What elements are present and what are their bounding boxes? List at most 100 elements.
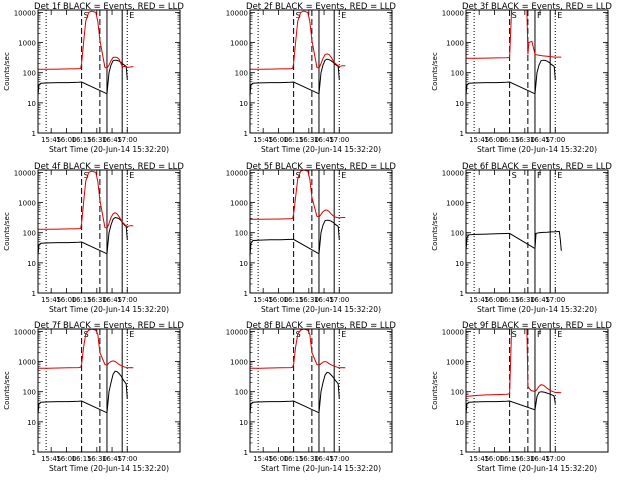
x-tick-label: 16:30 bbox=[87, 296, 107, 304]
marker-label: F bbox=[537, 330, 542, 339]
y-tick-label: 100 bbox=[23, 389, 36, 397]
y-axis-label: Counts/sec bbox=[3, 52, 11, 91]
chart-panel-1: Det 1f BLACK = Events, RED = LLD Counts/s… bbox=[3, 2, 184, 154]
chart-panel-8: Det 8f BLACK = Events, RED = LLD Start Ti… bbox=[226, 321, 397, 473]
x-tick-label: 17:00 bbox=[117, 136, 137, 144]
plot-frame bbox=[249, 9, 393, 134]
x-tick-label: 15:45 bbox=[253, 455, 273, 463]
x-tick-label: 16:30 bbox=[515, 296, 535, 304]
x-axis-label: Start Time (20-Jun-14 15:32:20) bbox=[49, 145, 169, 154]
chart-title: Det 7f BLACK = Events, RED = LLD bbox=[34, 321, 184, 331]
x-tick-label: 16:15 bbox=[284, 296, 304, 304]
x-tick-label: 16:00 bbox=[268, 136, 288, 144]
marker-label: S bbox=[84, 11, 89, 20]
lld-series-line bbox=[38, 170, 134, 230]
x-tick-label: 16:45 bbox=[102, 296, 122, 304]
x-tick-label: 16:15 bbox=[72, 136, 92, 144]
y-tick-label: 100 bbox=[235, 230, 248, 238]
x-tick-label: 16:00 bbox=[56, 136, 76, 144]
y-axis-label: Counts/sec bbox=[431, 371, 439, 410]
y-tick-label: 100 bbox=[235, 389, 248, 397]
lld-series-line bbox=[466, 10, 562, 59]
x-tick-label: 15:45 bbox=[253, 296, 273, 304]
events-series-line bbox=[250, 219, 340, 256]
chart-title: Det 2f BLACK = Events, RED = LLD bbox=[246, 2, 396, 12]
y-tick-label: 10 bbox=[27, 100, 36, 108]
marker-label: S bbox=[84, 171, 89, 180]
chart-panel-3: Det 3f BLACK = Events, RED = LLD Counts/s… bbox=[431, 2, 612, 154]
marker-label: E bbox=[557, 171, 562, 180]
y-axis-label: Counts/sec bbox=[3, 212, 11, 251]
x-tick-label: 16:15 bbox=[500, 455, 520, 463]
chart-title: Det 6f BLACK = Events, RED = LLD bbox=[462, 162, 612, 172]
y-tick-label: 100 bbox=[451, 230, 464, 238]
plot-frame bbox=[465, 9, 609, 134]
y-tick-label: 10 bbox=[455, 260, 464, 268]
series-group bbox=[466, 329, 562, 415]
chart-panel-5: Det 5f BLACK = Events, RED = LLD Start Ti… bbox=[226, 162, 397, 314]
lld-series-line bbox=[466, 329, 562, 397]
marker-label: E bbox=[341, 11, 346, 20]
x-tick-label: 17:00 bbox=[545, 296, 565, 304]
marker-label: E bbox=[129, 171, 134, 180]
x-tick-label: 16:15 bbox=[500, 136, 520, 144]
series-group bbox=[466, 230, 562, 251]
y-tick-label: 10000 bbox=[14, 9, 36, 17]
x-tick-label: 15:45 bbox=[253, 136, 273, 144]
x-tick-label: 16:45 bbox=[314, 296, 334, 304]
y-tick-label: 10000 bbox=[226, 9, 248, 17]
y-tick-label: 10 bbox=[239, 100, 248, 108]
events-series-line bbox=[250, 58, 340, 96]
y-tick-label: 1 bbox=[244, 449, 248, 457]
y-tick-label: 10 bbox=[27, 260, 36, 268]
marker-label: S bbox=[512, 330, 517, 339]
x-axis-label: Start Time (20-Jun-14 15:32:20) bbox=[49, 305, 169, 314]
x-axis-label: Start Time (20-Jun-14 15:32:20) bbox=[49, 464, 169, 473]
y-tick-label: 1000 bbox=[446, 359, 464, 367]
chart-panel-9: Det 9f BLACK = Events, RED = LLD Counts/s… bbox=[431, 321, 612, 473]
x-tick-label: 15:45 bbox=[469, 296, 489, 304]
x-tick-label: 17:00 bbox=[545, 136, 565, 144]
x-tick-label: 16:45 bbox=[530, 296, 550, 304]
x-tick-label: 16:00 bbox=[56, 296, 76, 304]
x-tick-label: 17:00 bbox=[329, 136, 349, 144]
y-tick-label: 100 bbox=[451, 389, 464, 397]
marker-label: E bbox=[557, 11, 562, 20]
y-tick-label: 10000 bbox=[442, 9, 464, 17]
chart-panel-4: Det 4f BLACK = Events, RED = LLD Counts/s… bbox=[3, 162, 184, 314]
marker-label: F bbox=[537, 11, 542, 20]
x-axis-label: Start Time (20-Jun-14 15:32:20) bbox=[477, 464, 597, 473]
marker-label: E bbox=[129, 330, 134, 339]
x-tick-label: 15:45 bbox=[41, 296, 61, 304]
chart-title: Det 3f BLACK = Events, RED = LLD bbox=[462, 2, 612, 12]
y-tick-label: 10 bbox=[455, 419, 464, 427]
y-tick-label: 1 bbox=[32, 449, 36, 457]
y-tick-label: 100 bbox=[23, 70, 36, 78]
x-tick-label: 16:45 bbox=[530, 455, 550, 463]
x-tick-label: 16:00 bbox=[268, 296, 288, 304]
chart-title: Det 1f BLACK = Events, RED = LLD bbox=[34, 2, 184, 12]
x-tick-label: 16:30 bbox=[515, 455, 535, 463]
y-axis-label: Counts/sec bbox=[3, 371, 11, 410]
chart-title: Det 4f BLACK = Events, RED = LLD bbox=[34, 162, 184, 172]
x-tick-label: 15:45 bbox=[41, 136, 61, 144]
x-tick-label: 16:30 bbox=[87, 136, 107, 144]
x-axis-label: Start Time (20-Jun-14 15:32:20) bbox=[477, 145, 597, 154]
x-tick-label: 16:15 bbox=[72, 455, 92, 463]
lld-series-line bbox=[38, 10, 134, 70]
marker-label: S bbox=[296, 11, 301, 20]
events-series-line bbox=[466, 230, 562, 251]
marker-label: F bbox=[537, 171, 542, 180]
y-tick-label: 100 bbox=[23, 230, 36, 238]
marker-label: E bbox=[341, 171, 346, 180]
series-group bbox=[250, 329, 346, 415]
x-tick-label: 16:30 bbox=[299, 136, 319, 144]
x-axis-label: Start Time (20-Jun-14 15:32:20) bbox=[261, 464, 381, 473]
plot-frame bbox=[37, 328, 181, 453]
x-tick-label: 16:15 bbox=[284, 136, 304, 144]
x-tick-label: 16:15 bbox=[72, 296, 92, 304]
y-tick-label: 1000 bbox=[446, 40, 464, 48]
x-tick-label: 16:30 bbox=[515, 136, 535, 144]
x-tick-label: 16:30 bbox=[299, 455, 319, 463]
